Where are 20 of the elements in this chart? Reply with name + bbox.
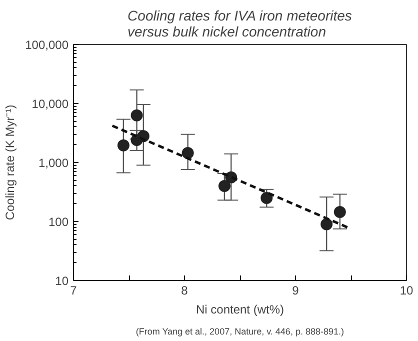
text: (From Yang et al., 2007, Nature, v. 446, p. 888-891.) bbox=[136, 326, 344, 336]
y-tick-label: 1,000 bbox=[38, 156, 69, 170]
y-tick-label: 100 bbox=[48, 215, 69, 229]
y-axis-title: Cooling rate (K Myr⁻¹) bbox=[3, 104, 18, 220]
x-tick-label: 8 bbox=[181, 284, 188, 298]
point bbox=[260, 192, 273, 204]
x-tick-label: 10 bbox=[400, 284, 414, 298]
y-tick-label: 100,000 bbox=[25, 38, 69, 52]
y-tick-label: 10,000 bbox=[32, 97, 69, 111]
x-axis-title: Ni content (wt%) bbox=[196, 302, 284, 316]
point bbox=[117, 139, 130, 152]
y-tick-label: 10 bbox=[55, 274, 69, 288]
x-tick-label: 7 bbox=[70, 284, 78, 298]
x-tick-label: 9 bbox=[292, 284, 300, 298]
point bbox=[130, 109, 143, 122]
point bbox=[182, 146, 194, 159]
point bbox=[320, 218, 333, 230]
chart-title: Cooling rates for IVA iron meteorites versus bulk nickel concentration bbox=[128, 8, 352, 40]
point bbox=[218, 180, 230, 192]
point bbox=[334, 206, 346, 218]
